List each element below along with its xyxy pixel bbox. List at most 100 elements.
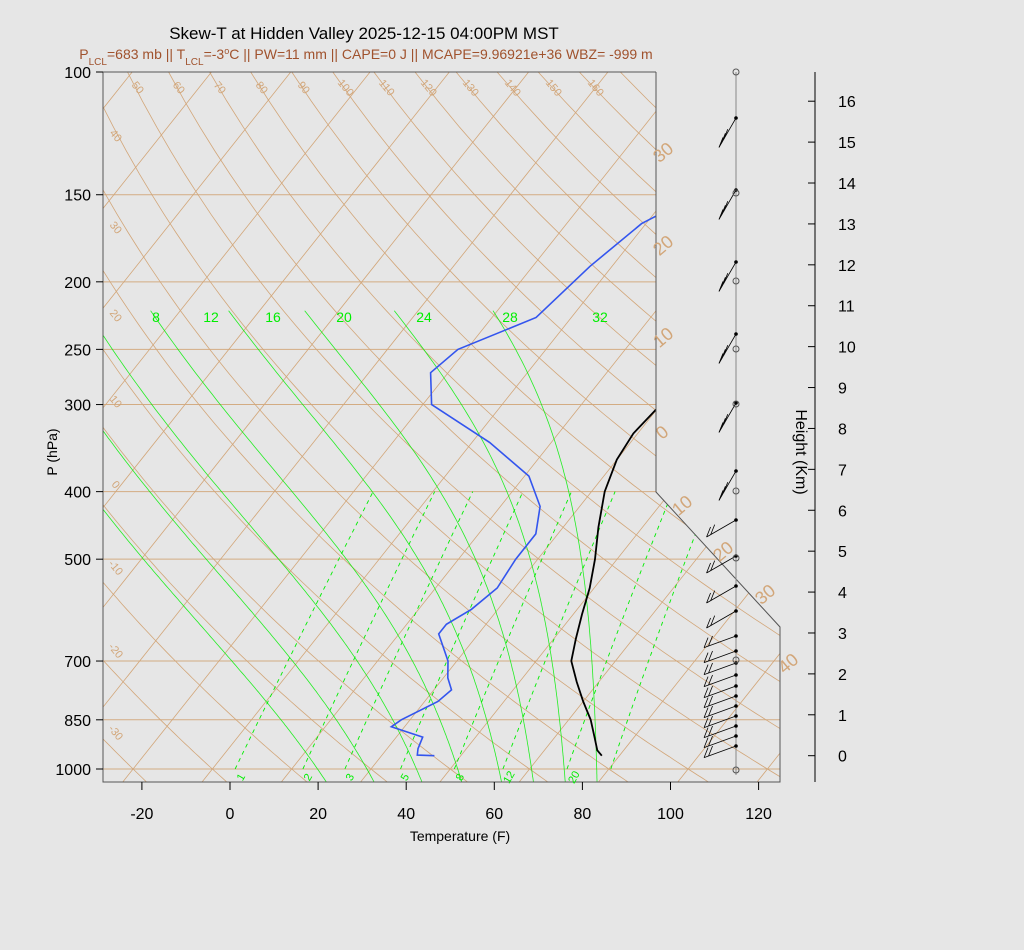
height-tick-label: 3 (838, 626, 847, 643)
cape-label: || CAPE= (327, 46, 388, 62)
dry-adiabat-line (111, 72, 780, 782)
dry-adiabat-line (103, 72, 780, 782)
wind-barb-flag (710, 615, 716, 626)
isotherm-label-right: 10 (668, 491, 696, 519)
wind-barb-flag (708, 745, 713, 757)
wind-barb-flag (703, 697, 709, 708)
height-tick-label: 1 (838, 708, 847, 725)
bottom-mixing-ratio-label: 1 (235, 772, 248, 783)
wind-barb-column (703, 68, 740, 775)
y-tick-label: 1000 (55, 762, 91, 779)
isotherm-label-right: 10 (649, 323, 677, 351)
wind-barb-flag (721, 133, 726, 144)
wind-barb-flag (710, 560, 716, 571)
isotherm-line (835, 40, 1024, 784)
wind-barb-flag (708, 685, 713, 697)
mixing-ratio-line (302, 491, 436, 770)
isotherm-label-right: 20 (709, 537, 737, 565)
wind-barb-flag (708, 650, 713, 662)
isotherm-label-top: 120 (418, 77, 439, 99)
dry-adiabat-line (311, 72, 780, 782)
wbz-label: WBZ= (562, 46, 609, 62)
wind-barb-flag (718, 490, 724, 501)
isotherm-label-top: 110 (376, 77, 396, 98)
bottom-mixing-ratio-label: 5 (399, 772, 412, 783)
plcl-value: 683 mb (115, 46, 162, 62)
wind-barb-staff (703, 635, 737, 649)
dry-adiabat-line (390, 72, 780, 782)
moist-adiabat-line (393, 310, 566, 782)
mixing-ratio-line (344, 491, 474, 770)
isotherm-lines (103, 40, 1024, 784)
wind-barb-flag (721, 349, 726, 360)
mixing-ratio-label: 24 (416, 309, 432, 325)
wind-barb-flag (718, 353, 724, 364)
height-tick-label: 11 (838, 299, 855, 316)
y-tick-label: 200 (64, 275, 91, 292)
cape-value: 0 J (388, 46, 407, 62)
mcape-label: || MCAPE= (407, 46, 480, 62)
wind-barb-staff (706, 585, 737, 604)
isotherm-label-left: 30 (107, 220, 124, 237)
wind-barb-staff (703, 725, 737, 739)
mixing-ratio-label: 12 (203, 309, 219, 325)
x-axis-label: Temperature (F) (410, 828, 510, 844)
moist-adiabat-line (103, 310, 376, 782)
tlcl-value: -3 (212, 46, 225, 62)
wind-barb-staff (703, 745, 737, 759)
mixing-ratio-line (610, 491, 713, 770)
mixing-ratio-line (234, 491, 374, 770)
dry-adiabat-line (151, 72, 780, 782)
x-tick-label: 100 (657, 806, 684, 823)
x-axis: -20 0 20 40 60 80 100 120 (130, 782, 772, 823)
isotherm-line (596, 72, 780, 782)
wind-barb-flag (703, 687, 709, 698)
mixing-ratio-label: 16 (265, 309, 281, 325)
height-tick-label: 0 (838, 749, 847, 766)
dry-adiabat-lines (0, 40, 780, 784)
isotherm-label-right: 40 (774, 649, 802, 677)
wind-barb-staff (703, 674, 737, 688)
wind-barb-flag (708, 705, 713, 717)
height-tick-label: 12 (838, 258, 856, 275)
wind-barb-flag (708, 635, 713, 647)
wind-barb-flag (723, 129, 729, 140)
dewpoint-profile-line (389, 72, 780, 757)
wind-barb-flag (721, 418, 726, 429)
isotherm-label-top: 60 (170, 80, 187, 97)
y-tick-label: 400 (64, 485, 91, 502)
dry-adiabat-line (0, 40, 68, 784)
height-tick-label: 2 (838, 667, 847, 684)
wind-barb-staff (706, 519, 737, 538)
y-axis-label: P (hPa) (44, 428, 60, 475)
wind-barb-staff (703, 695, 737, 709)
isotherm-line (103, 72, 238, 782)
wind-barb-staff (703, 735, 737, 749)
wind-calm-circle (732, 766, 740, 774)
isotherm-label-left: 0 (109, 479, 122, 491)
wind-barb-flag (723, 345, 729, 356)
dry-adiabat-line (103, 72, 310, 782)
dry-adiabat-line (103, 72, 712, 782)
isotherm-label-top: 160 (585, 77, 606, 99)
x-tick-label: -20 (130, 806, 153, 823)
isotherm-label-top: 100 (335, 77, 356, 99)
height-tick-label: 8 (838, 421, 847, 438)
plot-area (0, 40, 1024, 784)
bottom-mixing-ratio-label: 20 (566, 769, 583, 786)
y-tick-label: 250 (64, 342, 91, 359)
mixing-ratio-label: 8 (152, 309, 160, 325)
plcl-label: P (79, 46, 88, 62)
isotherm-label-right: 30 (649, 138, 677, 166)
tlcl-degree: o (224, 46, 229, 56)
wind-calm-circle (732, 487, 740, 495)
plcl-value-text: = (107, 46, 115, 62)
moist-adiabat-line (150, 310, 463, 782)
isotherm-label-top: 50 (129, 80, 146, 97)
wind-calm-circle (732, 656, 740, 664)
dry-adiabat-line (510, 72, 780, 782)
wind-barb-flag (703, 637, 709, 648)
wind-barb-flag (703, 676, 709, 687)
